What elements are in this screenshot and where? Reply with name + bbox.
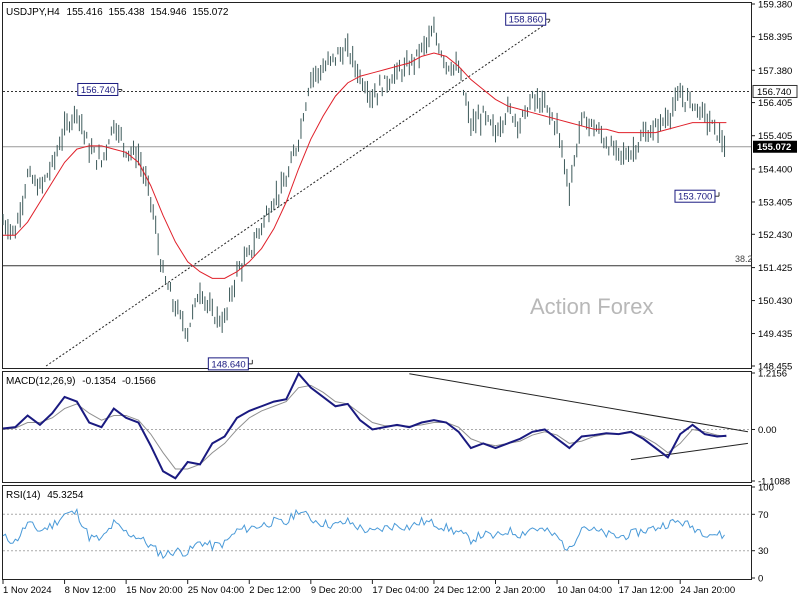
level-line-label: 156.740 <box>757 87 791 98</box>
macd-name: MACD(12,26,9) <box>6 376 75 387</box>
macd-trendline <box>409 373 749 433</box>
watermark: Action Forex <box>530 294 654 319</box>
annotation-box <box>207 357 249 371</box>
x-tick-label: 9 Dec 20:00 <box>311 585 362 596</box>
x-tick-label: 2 Jan 20:00 <box>496 585 546 596</box>
price-tick-label: 158.395 <box>758 32 792 43</box>
annotation-label: 153.700 <box>678 192 712 203</box>
price-tick-label: 157.380 <box>758 66 792 77</box>
high-value: 155.438 <box>108 7 145 18</box>
macd-value: -0.1354 <box>82 376 116 387</box>
annotation-label: 148.640 <box>211 359 245 370</box>
macd-panel-frame <box>2 371 752 483</box>
price-tick-label: 159.380 <box>758 0 792 11</box>
rsi-header: RSI(14) 45.3254 <box>6 490 84 501</box>
rsi-line <box>2 507 725 560</box>
price-tick-label: 150.430 <box>758 296 792 307</box>
rsi-tick-label: 100 <box>758 483 774 494</box>
rsi-tick-label: 30 <box>758 546 769 557</box>
price-tick-label: 153.405 <box>758 197 792 208</box>
rsi-tick-label: 70 <box>758 510 769 521</box>
x-tick-label: 8 Nov 12:00 <box>65 585 116 596</box>
price-tick-label: 148.455 <box>758 362 792 373</box>
price-tick-label: 154.400 <box>758 165 792 176</box>
annotation-label: 156.740 <box>81 85 115 96</box>
annotation-box <box>77 82 119 96</box>
annotation-box <box>674 189 716 203</box>
price-panel-frame <box>2 2 752 369</box>
low-value: 154.946 <box>150 7 187 18</box>
x-tick-label: 17 Jan 12:00 <box>619 585 674 596</box>
macd-tick-label: 0.00 <box>758 425 777 436</box>
macd-tick-label: 1.2156 <box>758 369 787 380</box>
x-tick-label: 15 Nov 20:00 <box>126 585 183 596</box>
rsi-panel-frame <box>2 485 752 580</box>
price-tick-label: 155.405 <box>758 131 792 142</box>
price-tick-label: 156.405 <box>758 98 792 109</box>
close-value: 155.072 <box>192 7 229 18</box>
price-tick-label: 152.430 <box>758 230 792 241</box>
x-tick-label: 24 Dec 12:00 <box>434 585 491 596</box>
macd-tick-label: -1.1088 <box>758 477 790 488</box>
current-price-label: 155.072 <box>757 142 791 153</box>
x-tick-label: 10 Jan 04:00 <box>557 585 612 596</box>
signal-value: -0.1566 <box>122 376 156 387</box>
price-header: USDJPY,H4 155.416 155.438 154.946 155.07… <box>6 7 229 18</box>
price-tick-label: 151.425 <box>758 263 792 274</box>
rsi-value: 45.3254 <box>47 490 84 501</box>
x-tick-label: 1 Nov 2024 <box>3 585 52 596</box>
symbol-label: USDJPY,H4 <box>6 7 60 18</box>
signal-line <box>2 384 727 470</box>
macd-header: MACD(12,26,9) -0.1354 -0.1566 <box>6 376 156 387</box>
price-trendline <box>45 20 550 367</box>
rsi-tick-label: 0 <box>758 574 763 585</box>
open-value: 155.416 <box>67 7 104 18</box>
x-tick-label: 2 Dec 12:00 <box>249 585 300 596</box>
current-price-tag <box>753 140 797 153</box>
x-tick-label: 25 Nov 04:00 <box>188 585 245 596</box>
x-tick-label: 17 Dec 04:00 <box>372 585 429 596</box>
annotation-label: 158.860 <box>509 15 543 26</box>
rsi-name: RSI(14) <box>6 490 40 501</box>
macd-trendline <box>630 442 748 461</box>
price-tick-label: 149.435 <box>758 329 792 340</box>
x-tick-label: 24 Jan 20:00 <box>680 585 735 596</box>
level-line-tag <box>752 84 798 98</box>
moving-average-line <box>3 52 727 279</box>
fib-line-label: 38.2 <box>735 254 753 264</box>
annotation-box <box>505 12 547 26</box>
macd-line <box>2 371 727 480</box>
